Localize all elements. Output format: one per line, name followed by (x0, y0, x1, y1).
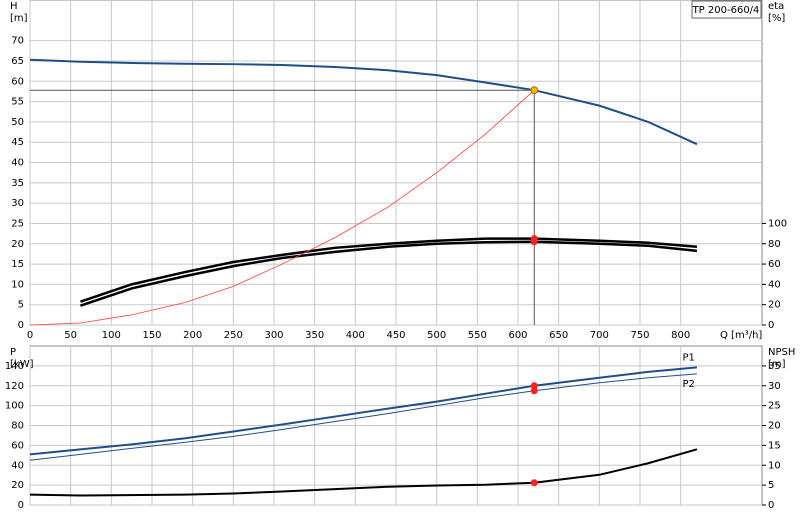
x-tick-label: 100 (102, 330, 121, 341)
product-label: TP 200-660/4 (692, 5, 760, 16)
y2-tick-label: 30 (768, 381, 781, 392)
y-tick-label: 100 (5, 401, 24, 412)
operating-point (530, 387, 538, 395)
y2-tick-label: 100 (768, 218, 787, 229)
curve (29, 89, 535, 326)
operating-point (530, 86, 539, 95)
y-tick-label: 65 (11, 56, 24, 67)
y2-tick-label: 0 (768, 500, 774, 511)
x-tick-label: 350 (305, 330, 324, 341)
y-tick-label: 60 (11, 440, 24, 451)
operating-point (530, 479, 538, 487)
y-tick-label: 140 (5, 361, 24, 372)
y-axis-unit: [m] (10, 13, 28, 24)
y-tick-label: 40 (11, 158, 24, 169)
x-tick-label: 700 (590, 330, 609, 341)
y-tick-label: 5 (18, 300, 24, 311)
y-tick-label: 30 (11, 198, 24, 209)
x-tick-label: 800 (671, 330, 690, 341)
operating-point (530, 238, 538, 246)
curve (29, 448, 698, 497)
x-axis-label: Q [m³/h] (720, 330, 762, 341)
curve (80, 237, 698, 303)
y2-axis-unit: [%] (768, 13, 785, 24)
y-axis-label: P (10, 347, 16, 358)
x-tick-label: 150 (142, 330, 161, 341)
product-box (691, 0, 762, 19)
y-tick-label: 50 (11, 117, 24, 128)
x-tick-label: 500 (427, 330, 446, 341)
x-tick-label: 300 (264, 330, 283, 341)
y2-axis-unit: [m] (768, 359, 786, 370)
y2-tick-label: 60 (768, 259, 781, 270)
x-tick-label: 750 (630, 330, 649, 341)
y2-tick-label: 20 (768, 421, 781, 432)
y-tick-label: 20 (11, 239, 24, 250)
x-tick-label: 50 (64, 330, 77, 341)
curve (29, 58, 698, 146)
y2-tick-label: 0 (768, 320, 774, 331)
y2-axis-label: NPSH (768, 347, 795, 358)
curve (29, 373, 697, 461)
y2-tick-label: 25 (768, 401, 781, 412)
x-tick-label: 400 (346, 330, 365, 341)
y-axis-unit: [kW] (10, 359, 34, 370)
y-tick-label: 10 (11, 279, 24, 290)
y-tick-label: 20 (11, 480, 24, 491)
y-tick-label: 35 (11, 178, 24, 189)
y-tick-label: 45 (11, 137, 24, 148)
y2-tick-label: 35 (768, 361, 781, 372)
x-tick-label: 200 (183, 330, 202, 341)
y-tick-label: 40 (11, 460, 24, 471)
y-tick-label: 70 (11, 36, 24, 47)
series-label: P2 (683, 379, 695, 390)
y-tick-label: 120 (5, 381, 24, 392)
y2-tick-label: 40 (768, 279, 781, 290)
y2-tick-label: 80 (768, 239, 781, 250)
y-tick-label: 15 (11, 259, 24, 270)
curve (29, 366, 698, 456)
x-tick-label: 650 (549, 330, 568, 341)
x-tick-label: 0 (27, 330, 33, 341)
y-tick-label: 25 (11, 218, 24, 229)
x-tick-label: 600 (508, 330, 527, 341)
y-tick-label: 0 (18, 320, 24, 331)
y-tick-label: 80 (11, 421, 24, 432)
curve (80, 240, 698, 307)
y-tick-label: 60 (11, 76, 24, 87)
y2-tick-label: 5 (768, 480, 774, 491)
y-axis-label: H (10, 1, 18, 12)
y2-tick-label: 15 (768, 440, 781, 451)
y-tick-label: 55 (11, 97, 24, 108)
y-tick-label: 0 (18, 500, 24, 511)
x-tick-label: 450 (386, 330, 405, 341)
series-label: P1 (683, 352, 695, 363)
x-tick-label: 250 (224, 330, 243, 341)
y2-tick-label: 10 (768, 460, 781, 471)
y2-axis-label: eta (768, 1, 784, 12)
y2-tick-label: 20 (768, 300, 781, 311)
operating-point (530, 382, 538, 390)
x-tick-label: 550 (468, 330, 487, 341)
